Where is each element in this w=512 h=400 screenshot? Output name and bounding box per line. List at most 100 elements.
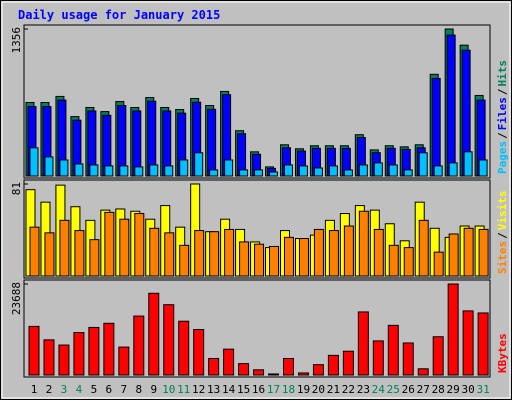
x-tick-label: 12 <box>192 383 205 396</box>
x-tick-label: 13 <box>207 383 220 396</box>
x-tick-label: 1 <box>31 383 38 396</box>
legend-separator: / <box>496 232 509 239</box>
bar <box>179 244 190 277</box>
bar <box>403 247 414 277</box>
bar <box>239 241 250 277</box>
bar <box>313 167 323 177</box>
x-tick-label: 18 <box>282 383 295 396</box>
x-tick-label: 6 <box>106 383 113 396</box>
x-tick-label: 7 <box>121 383 128 396</box>
bar <box>58 344 70 376</box>
x-tick-label: 21 <box>327 383 340 396</box>
bar <box>402 342 414 376</box>
bar <box>119 218 130 277</box>
bar <box>343 225 354 277</box>
bar <box>403 169 413 177</box>
bar <box>59 219 70 277</box>
legend-entry: Hits <box>496 60 509 87</box>
bar <box>478 228 489 277</box>
bar <box>283 236 294 277</box>
bar <box>357 311 369 376</box>
bar <box>298 165 308 177</box>
bar <box>223 348 235 376</box>
legend-separator: / <box>496 132 509 139</box>
x-tick-label: 10 <box>162 383 175 396</box>
bar <box>342 350 354 376</box>
x-tick-label: 24 <box>372 383 386 396</box>
x-tick-label: 22 <box>342 383 355 396</box>
x-tick-label: 25 <box>387 383 400 396</box>
bar <box>43 339 55 376</box>
bar <box>28 325 40 376</box>
x-tick-label: 17 <box>267 383 280 396</box>
y-tick-label: 81 <box>10 182 23 195</box>
bar <box>73 332 85 376</box>
bar <box>253 369 265 376</box>
bar <box>298 238 309 277</box>
bar <box>417 368 429 376</box>
bar <box>373 228 384 277</box>
bar <box>269 171 279 177</box>
x-tick-label: 14 <box>222 383 236 396</box>
legend-entry: Sites <box>496 241 509 274</box>
bar <box>388 164 398 177</box>
bar <box>29 226 40 277</box>
bar <box>149 227 160 277</box>
x-tick-label: 29 <box>447 383 460 396</box>
x-tick-label: 15 <box>237 383 250 396</box>
x-tick-label: 9 <box>150 383 157 396</box>
bar <box>477 312 489 376</box>
legend-entry: Pages <box>496 141 509 174</box>
bar <box>418 219 429 277</box>
bar <box>448 233 459 277</box>
x-tick-label: 5 <box>91 383 98 396</box>
bar <box>447 283 459 376</box>
bar <box>313 228 324 277</box>
bar <box>312 364 324 376</box>
x-tick-label: 26 <box>402 383 415 396</box>
bar <box>387 324 399 376</box>
bar <box>133 315 145 376</box>
bar <box>238 363 250 376</box>
y-tick-label: 1356 <box>10 27 23 54</box>
bar <box>269 245 280 277</box>
bar <box>74 230 85 277</box>
bar <box>193 329 205 376</box>
bar <box>433 165 443 177</box>
legend-entry: Visits <box>496 191 509 231</box>
legend-entry: Files <box>496 97 509 130</box>
x-tick-label: 2 <box>46 383 53 396</box>
x-tick-label: 27 <box>417 383 430 396</box>
bar <box>118 346 130 376</box>
bar <box>431 77 441 177</box>
bar <box>134 166 144 177</box>
bar <box>148 292 160 376</box>
bar <box>433 251 444 277</box>
bar <box>149 164 159 177</box>
bar <box>224 159 234 177</box>
bar <box>297 372 309 376</box>
bar <box>29 147 39 177</box>
bar <box>208 357 220 376</box>
x-tick-label: 30 <box>462 383 475 396</box>
bar <box>268 373 280 376</box>
bar <box>59 159 69 177</box>
bar <box>328 230 339 277</box>
bar <box>164 232 175 277</box>
bar <box>372 340 384 376</box>
bar <box>44 232 55 277</box>
bar <box>418 152 428 177</box>
bar <box>132 110 142 177</box>
bar <box>178 320 190 376</box>
x-tick-label: 16 <box>252 383 265 396</box>
bar <box>463 227 474 277</box>
bar <box>44 156 54 177</box>
x-tick-label: 23 <box>357 383 370 396</box>
bar <box>463 151 473 177</box>
bar <box>432 336 444 376</box>
bar <box>163 304 175 376</box>
legend: KBytes <box>496 333 509 373</box>
bar <box>328 165 338 177</box>
bar <box>327 354 339 376</box>
